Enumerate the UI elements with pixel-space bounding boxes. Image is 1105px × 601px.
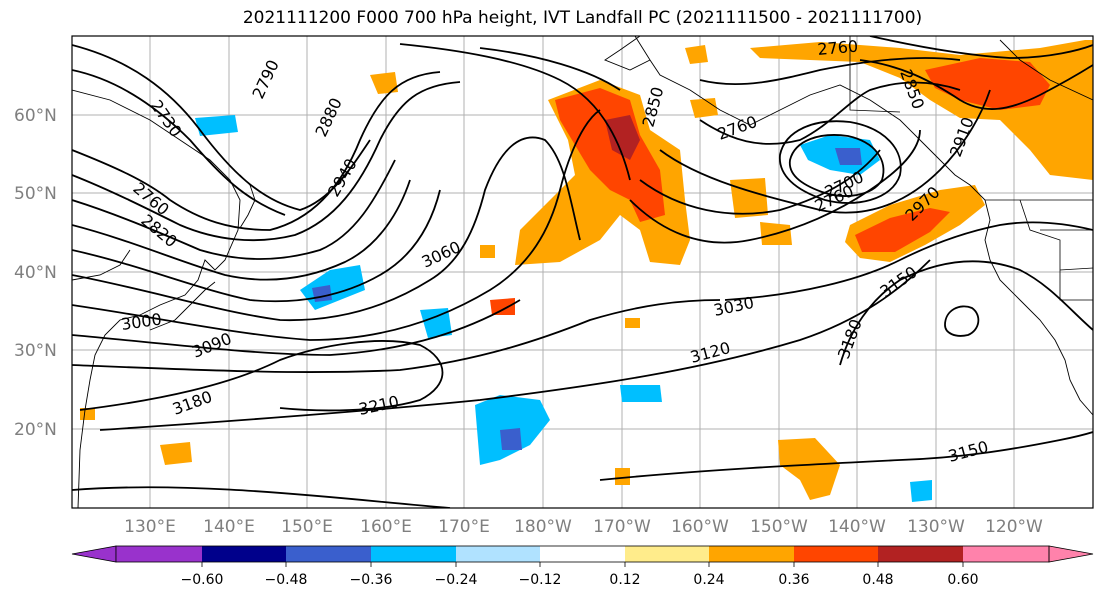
lat-label: 50°N xyxy=(14,184,57,204)
lon-label: 140°W xyxy=(828,517,886,537)
pc-region xyxy=(370,72,398,94)
contour-label: 3030 xyxy=(712,293,756,320)
colorbar-extend-high xyxy=(1048,545,1094,563)
pc-region xyxy=(480,245,495,258)
colorbar-segment xyxy=(371,546,456,562)
contour-label: 2790 xyxy=(248,57,282,102)
colorbar-tick-label: −0.12 xyxy=(519,572,562,588)
lon-label: 170°E xyxy=(438,517,490,537)
ivt-positive-shading xyxy=(80,40,1093,500)
lat-label: 40°N xyxy=(14,263,57,283)
pc-region xyxy=(855,208,950,252)
pc-region xyxy=(620,385,662,402)
contour-label: 3210 xyxy=(357,392,401,419)
contour-label: 3180 xyxy=(834,317,866,362)
colorbar-segment xyxy=(794,546,878,562)
lon-label: 160°E xyxy=(360,517,412,537)
lon-label: 130°W xyxy=(907,517,965,537)
colorbar-extend-low xyxy=(71,545,117,563)
colorbar-segment xyxy=(625,546,709,562)
lon-label: 140°E xyxy=(203,517,255,537)
ivt-negative-shading xyxy=(195,115,932,502)
colorbar-segment xyxy=(963,546,1049,562)
lat-label: 20°N xyxy=(14,420,57,440)
lat-label: 30°N xyxy=(14,341,57,361)
map-frame xyxy=(71,35,1094,509)
colorbar-tick-label: −0.48 xyxy=(265,572,308,588)
pc-region xyxy=(420,308,452,338)
pc-region xyxy=(835,148,862,165)
colorbar-segment xyxy=(878,546,963,562)
colorbar-segment xyxy=(116,546,202,562)
pc-region xyxy=(690,98,718,118)
longitude-labels: 130°E 140°E 150°E 160°E 170°E 180°W 170°… xyxy=(124,517,1043,537)
lon-label: 180°W xyxy=(514,517,572,537)
pc-region xyxy=(312,285,332,302)
colorbar-tick-label: 0.12 xyxy=(609,572,640,588)
colorbar-segment xyxy=(286,546,371,562)
coastlines xyxy=(72,36,1093,508)
colorbar-segment xyxy=(202,546,286,562)
lon-label: 150°E xyxy=(281,517,333,537)
colorbar-tick-label: 0.24 xyxy=(693,572,724,588)
contour-label: 3060 xyxy=(419,237,464,271)
lon-label: 150°W xyxy=(750,517,808,537)
contour-label: 2730 xyxy=(147,96,186,140)
pc-region xyxy=(160,442,192,465)
colorbar-tick-label: −0.36 xyxy=(350,572,393,588)
contour-label: 2850 xyxy=(639,85,668,129)
pc-region xyxy=(615,468,630,485)
colorbar-segment xyxy=(709,546,794,562)
lon-label: 130°E xyxy=(124,517,176,537)
contour-label: 3150 xyxy=(946,437,990,466)
contour-label: 3180 xyxy=(170,387,215,419)
colorbar-tick-label: −0.24 xyxy=(435,572,478,588)
height-contours xyxy=(72,36,1093,508)
pc-region xyxy=(605,115,640,160)
lon-label: 170°W xyxy=(593,517,651,537)
pc-region xyxy=(685,45,708,64)
pc-region xyxy=(778,438,840,500)
lon-label: 160°W xyxy=(671,517,729,537)
colorbar-tick-label: 0.60 xyxy=(947,572,978,588)
colorbar-frame xyxy=(115,545,1050,563)
colorbar-segment xyxy=(540,546,625,562)
pc-region xyxy=(195,115,238,136)
map-title: 2021111200 F000 700 hPa height, IVT Land… xyxy=(242,8,923,28)
pc-region xyxy=(750,40,1093,180)
contour-label: 3090 xyxy=(189,329,234,362)
pc-region xyxy=(625,318,640,328)
contour-label: 2880 xyxy=(311,95,345,140)
colorbar-tick-label: 0.36 xyxy=(778,572,809,588)
borders xyxy=(849,36,1093,301)
lon-label: 120°W xyxy=(985,517,1043,537)
colorbar-tick-label: 0.48 xyxy=(862,572,893,588)
colorbar-tick-label: −0.60 xyxy=(181,572,224,588)
lat-label: 60°N xyxy=(14,106,57,126)
pc-region xyxy=(490,298,515,315)
pc-region xyxy=(910,480,932,502)
colorbar: −0.60 −0.48 −0.36 −0.24 −0.12 0.12 0.24 … xyxy=(71,545,1094,588)
pc-region xyxy=(555,88,665,222)
contour-label: 2910 xyxy=(946,115,978,160)
colorbar-segment xyxy=(456,546,540,562)
pc-region xyxy=(500,428,522,450)
latitude-labels: 60°N 50°N 40°N 30°N 20°N xyxy=(14,106,57,440)
contour-label: 2760 xyxy=(817,37,859,59)
